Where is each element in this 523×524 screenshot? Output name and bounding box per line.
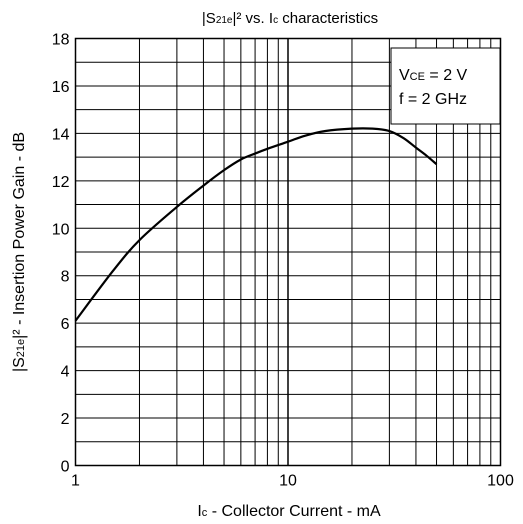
y-tick-label: 8 <box>61 269 70 286</box>
gain-curve <box>74 127 438 322</box>
annotation-box <box>390 47 501 125</box>
y-tick-labels: 0 2 4 6 8 10 12 14 16 18 <box>52 32 70 476</box>
y-tick-label: 12 <box>52 174 70 191</box>
y-tick-label: 2 <box>61 411 70 428</box>
y-tick-label: 14 <box>52 126 70 143</box>
y-tick-label: 10 <box>52 221 70 238</box>
y-tick-label: 16 <box>52 79 70 96</box>
x-tick-labels: 1 10 100 <box>71 473 514 490</box>
x-tick-label: 10 <box>279 473 297 490</box>
y-tick-label: 18 <box>52 32 70 49</box>
y-tick-label: 4 <box>61 364 70 381</box>
y-tick-label: 6 <box>61 316 70 333</box>
chart-title: |S21e|² vs. Ic characteristics <box>202 10 378 27</box>
annotation-freq: f = 2 GHz <box>399 91 467 108</box>
y-axis-label: |S21e|² - Insertion Power Gain - dB <box>11 132 28 372</box>
y-tick-label: 0 <box>61 459 70 476</box>
x-tick-label: 1 <box>71 473 80 490</box>
x-axis-label: Ic - Collector Current - mA <box>197 503 381 520</box>
plot-border <box>74 37 502 467</box>
annotation-vce: VCE = 2 V <box>399 67 468 84</box>
grid <box>75 38 501 466</box>
x-tick-label: 100 <box>487 473 514 490</box>
